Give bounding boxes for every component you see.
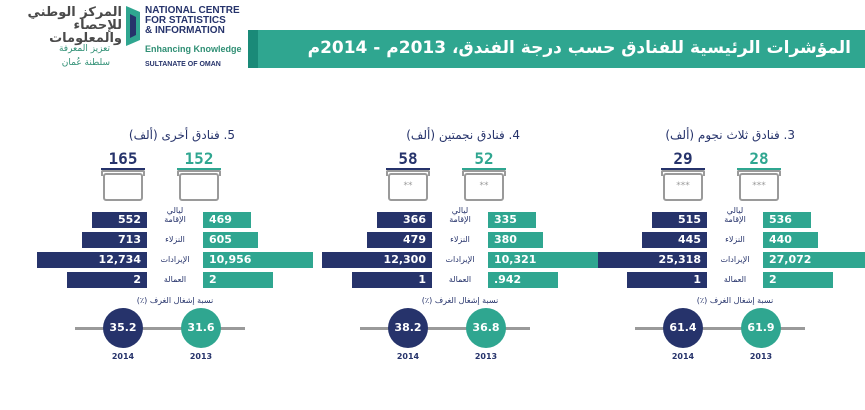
logo-english-line-2: FOR STATISTICS — [145, 15, 226, 26]
bar-2013: 2 — [203, 272, 273, 288]
row-label: العمالة — [723, 275, 747, 284]
row-label: ليالي الإقامة — [164, 206, 186, 224]
bar-2013: .942 — [488, 272, 558, 288]
hotel-stars: *** — [752, 181, 766, 191]
hotel-count-2014: 29 — [673, 149, 693, 168]
year-2013-label: 2013 — [749, 352, 773, 361]
bar-2014: 445 — [642, 232, 707, 248]
hotel-stars: ** — [479, 181, 489, 191]
year-2013-label: 2013 — [474, 352, 498, 361]
hotel-count-2013: 152 — [184, 149, 214, 168]
occupancy-label: نسبة إشغال الغرف (٪) — [136, 296, 214, 305]
logo-english-name: NATIONAL CENTRE FOR STATISTICS & INFORMA… — [145, 6, 265, 36]
bar-2013: 605 — [203, 232, 258, 248]
hotel-icon: *** — [737, 170, 781, 201]
timeline-line — [360, 327, 530, 330]
count-underline-2014 — [386, 168, 430, 170]
year-2014-label: 2014 — [396, 352, 420, 361]
timeline-line — [635, 327, 805, 330]
occupancy-2014: 61.4 — [663, 308, 703, 348]
bar-2014: 12,300 — [322, 252, 432, 268]
count-underline-2013 — [462, 168, 506, 170]
year-2014-label: 2014 — [671, 352, 695, 361]
row-label: ليالي الإقامة — [449, 206, 471, 224]
count-underline-2014 — [101, 168, 145, 170]
row-label: العمالة — [448, 275, 472, 284]
row-label: النزلاء — [450, 235, 470, 244]
bar-2013: 10,321 — [488, 252, 598, 268]
count-underline-2013 — [177, 168, 221, 170]
occupancy-label: نسبة إشغال الغرف (٪) — [421, 296, 499, 305]
logo-arabic-line-1: المركز الوطني — [27, 5, 122, 20]
bar-2013: 469 — [203, 212, 251, 228]
occupancy-label: نسبة إشغال الغرف (٪) — [696, 296, 774, 305]
row-label: الإيرادات — [445, 255, 475, 264]
hotel-panel-3: 3. فنادق ثلاث نجوم (ألف) 29 28 *** *** 515 536… — [597, 120, 865, 380]
hotel-icon — [177, 170, 221, 201]
year-2014-label: 2014 — [111, 352, 135, 361]
occupancy-2013: 36.8 — [466, 308, 506, 348]
occupancy-2014: 38.2 — [388, 308, 428, 348]
bar-2014: 1 — [627, 272, 707, 288]
row-label: النزلاء — [725, 235, 745, 244]
logo-english-tagline: Enhancing Knowledge — [145, 44, 242, 54]
hotel-count-2013: 28 — [749, 149, 769, 168]
row-label: النزلاء — [165, 235, 185, 244]
panel-title: 5. فنادق أخرى (ألف) — [128, 128, 235, 142]
bar-2013: 380 — [488, 232, 543, 248]
logo-arabic-line-2: للإحصاء — [73, 18, 122, 33]
logo-english-line-3: & INFORMATION — [145, 25, 225, 36]
row-label: الإيرادات — [720, 255, 750, 264]
hotel-stars: ** — [403, 181, 413, 191]
logo-mark-icon — [126, 6, 140, 46]
page-title: المؤشرات الرئيسية للفنادق حسب درجة الفند… — [307, 38, 851, 58]
hotel-stars: *** — [676, 181, 690, 191]
year-2013-label: 2013 — [189, 352, 213, 361]
title-bar: المؤشرات الرئيسية للفنادق حسب درجة الفند… — [248, 30, 865, 68]
bar-2013: 27,072 — [763, 252, 865, 268]
bar-2014: 552 — [92, 212, 147, 228]
bar-2013: 335 — [488, 212, 536, 228]
bar-2013: 10,956 — [203, 252, 313, 268]
hotel-icon: ** — [386, 170, 430, 201]
logo-arabic-country: سلطنة عُمان — [61, 58, 110, 68]
hotel-count-2014: 165 — [108, 149, 138, 168]
row-label: العمالة — [163, 275, 187, 284]
occupancy-2013: 61.9 — [741, 308, 781, 348]
occupancy-2013: 31.6 — [181, 308, 221, 348]
timeline-line — [75, 327, 245, 330]
hotel-icon — [101, 170, 145, 201]
logo: المركز الوطني للإحصاء والمعلومات تعزيز ا… — [0, 0, 250, 72]
count-underline-2013 — [737, 168, 781, 170]
bar-2014: 25,318 — [597, 252, 707, 268]
panel-title: 3. فنادق ثلاث نجوم (ألف) — [665, 128, 795, 142]
bar-2014: 515 — [652, 212, 707, 228]
row-label: الإيرادات — [160, 255, 190, 264]
logo-arabic-name: المركز الوطني للإحصاء والمعلومات — [4, 6, 122, 45]
bar-2014: 12,734 — [37, 252, 147, 268]
bar-2013: 2 — [763, 272, 833, 288]
hotel-panel-5: 5. فنادق أخرى (ألف) 165 152 552 469 ليالي الإ… — [37, 120, 313, 380]
occupancy-2014: 35.2 — [103, 308, 143, 348]
logo-arabic-tagline: تعزيز المعرفة — [58, 44, 110, 54]
bar-2014: 479 — [367, 232, 432, 248]
logo-arabic-line-3: والمعلومات — [49, 31, 122, 46]
bar-2014: 366 — [377, 212, 432, 228]
bar-2013: 440 — [763, 232, 818, 248]
logo-english-line-1: NATIONAL CENTRE — [145, 5, 240, 16]
bar-2014: 2 — [67, 272, 147, 288]
bar-2014: 713 — [82, 232, 147, 248]
hotel-icon: *** — [661, 170, 705, 201]
panel-title: 4. فنادق نجمتين (ألف) — [406, 128, 520, 142]
count-underline-2014 — [661, 168, 705, 170]
hotel-icon: ** — [462, 170, 506, 201]
hotel-panel-4: 4. فنادق نجمتين (ألف) 58 52 ** ** 366 335 ليالي… — [322, 120, 598, 380]
hotel-count-2014: 58 — [398, 149, 418, 168]
row-label: ليالي الإقامة — [724, 206, 746, 224]
logo-english-country: SULTANATE OF OMAN — [145, 61, 221, 68]
bar-2013: 536 — [763, 212, 811, 228]
hotel-count-2013: 52 — [474, 149, 494, 168]
bar-2014: 1 — [352, 272, 432, 288]
